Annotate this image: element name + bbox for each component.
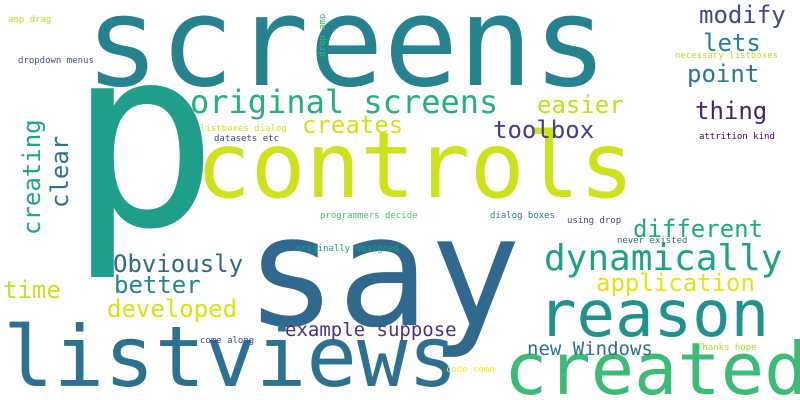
word-drop-amp: drop amp	[318, 14, 328, 57]
word-dialog-boxes: dialog boxes	[490, 211, 555, 221]
word-dynamically: dynamically	[544, 238, 782, 279]
word-better: better	[114, 271, 201, 299]
word-point: point	[687, 60, 759, 88]
word-listviews: listviews	[3, 308, 458, 400]
word-time: time	[3, 276, 61, 304]
word-dropdown-menus: dropdown menus	[18, 56, 94, 66]
word-come-along: come along	[200, 336, 254, 346]
word-new-windows: new Windows	[527, 338, 653, 360]
word-say: say	[245, 184, 521, 362]
word-originally-designed: originally designed	[296, 244, 399, 254]
word-p: p	[68, 0, 219, 284]
word-creates: creates	[302, 111, 403, 139]
word-example-suppose: example suppose	[285, 319, 457, 341]
word-using-drop: using drop	[567, 216, 621, 226]
word-lets: lets	[703, 29, 761, 57]
word-attrition-kind: attrition kind	[699, 132, 775, 142]
word-listboxes-dialog: listboxes dialog	[200, 124, 287, 134]
word-thing: thing	[695, 97, 767, 125]
word-modify: modify	[699, 1, 786, 29]
word-different: different	[633, 215, 763, 243]
word-controls: controls	[196, 114, 634, 219]
word-creating: creating	[18, 119, 46, 235]
word-code-come: code come	[446, 365, 495, 375]
word-developed: developed	[107, 295, 237, 323]
word-reason: reason	[538, 278, 769, 352]
word-easier: easier	[537, 91, 624, 119]
word-clear: clear	[46, 136, 74, 208]
word-amp-drag: amp drag	[8, 15, 51, 25]
word-never-existed: never existed	[617, 236, 687, 246]
word-obviously: Obviously	[113, 250, 243, 278]
word-thanks-hope: Thanks hope	[697, 343, 757, 353]
word-screens: screens	[85, 0, 608, 115]
word-datasets-etc: datasets etc	[214, 134, 279, 144]
word-necessary-listboxes: necessary listboxes	[675, 51, 778, 61]
word-application: application	[596, 269, 755, 297]
word-toolbox: toolbox	[493, 116, 594, 144]
word-programmers-decide: programmers decide	[320, 211, 418, 221]
word-original-screens: original screens	[190, 83, 498, 121]
word-created: created	[504, 327, 800, 400]
